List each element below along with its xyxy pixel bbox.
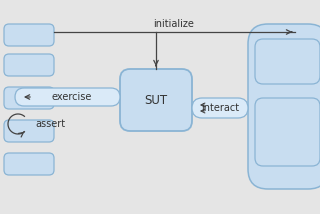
FancyBboxPatch shape bbox=[248, 24, 320, 189]
FancyBboxPatch shape bbox=[255, 98, 320, 166]
FancyBboxPatch shape bbox=[255, 39, 320, 84]
Text: SUT: SUT bbox=[144, 94, 168, 107]
Text: interact: interact bbox=[201, 103, 239, 113]
FancyBboxPatch shape bbox=[192, 98, 248, 118]
FancyBboxPatch shape bbox=[15, 88, 120, 106]
FancyBboxPatch shape bbox=[4, 153, 54, 175]
FancyBboxPatch shape bbox=[4, 54, 54, 76]
Text: assert: assert bbox=[35, 119, 65, 129]
FancyBboxPatch shape bbox=[120, 69, 192, 131]
FancyBboxPatch shape bbox=[4, 24, 54, 46]
Text: initialize: initialize bbox=[154, 19, 195, 29]
FancyBboxPatch shape bbox=[4, 120, 54, 142]
FancyBboxPatch shape bbox=[4, 87, 54, 109]
Text: exercise: exercise bbox=[51, 92, 92, 102]
